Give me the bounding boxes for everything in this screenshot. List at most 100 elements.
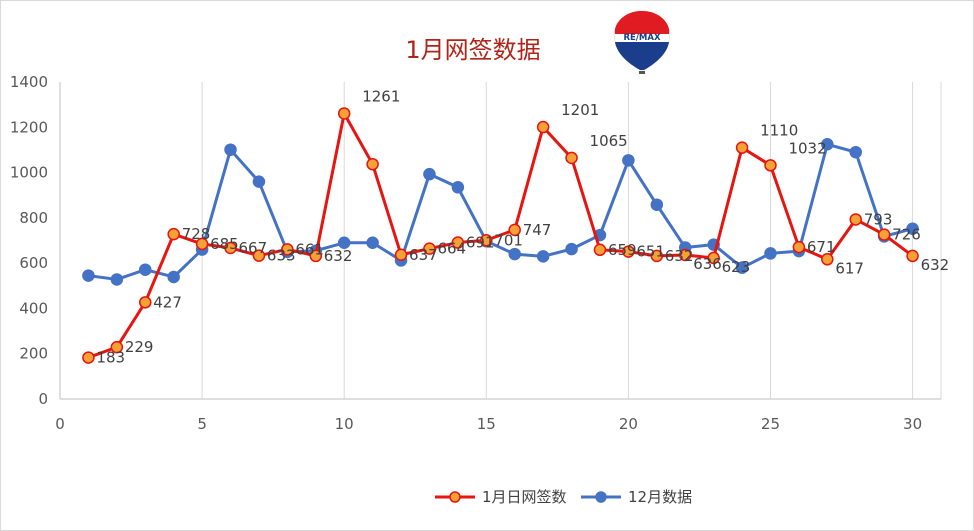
series-1-point [650, 249, 664, 263]
series-1-point [167, 227, 180, 241]
series-2-point [735, 261, 749, 274]
series-1-point [110, 340, 124, 354]
data-label: 632 [324, 247, 353, 265]
data-label: 632 [921, 256, 950, 274]
series-2-point [224, 143, 237, 156]
data-label: 183 [96, 349, 125, 367]
data-label: 1065 [590, 132, 628, 150]
series-1-point [82, 351, 95, 364]
legend-item-series-1[interactable]: 1月日网签数 [435, 488, 567, 506]
series-1-point [593, 243, 607, 257]
series-1-point [764, 159, 777, 172]
data-label: 659 [608, 241, 637, 259]
series-2-point [536, 250, 550, 263]
data-label: 793 [864, 210, 893, 228]
series-1-point [281, 243, 294, 256]
data-label: 701 [494, 231, 523, 249]
data-label: 685 [210, 235, 239, 253]
data-label: 617 [835, 259, 864, 277]
data-label: 651 [636, 243, 665, 261]
series-2-point [423, 167, 436, 181]
series-2-point [167, 270, 180, 284]
series-1-point [423, 242, 436, 255]
x-tick-label: 5 [197, 415, 207, 433]
y-tick-label: 1200 [10, 118, 48, 136]
series-2-point [849, 145, 862, 159]
x-tick-label: 25 [761, 415, 780, 433]
y-tick-label: 200 [19, 345, 48, 363]
legend: 1月日网签数 12月数据 [435, 488, 692, 506]
series-2-point [906, 222, 919, 235]
series-1-point [792, 240, 806, 254]
series-1-point [735, 141, 749, 154]
data-label: 1110 [760, 122, 798, 140]
series-1-point [877, 228, 891, 241]
series-1-point [337, 107, 351, 120]
data-label: 691 [466, 234, 495, 252]
logo-text: RE/MAX [623, 33, 660, 43]
x-tick-label: 15 [477, 415, 496, 433]
data-label: 671 [807, 238, 836, 256]
series-2-point [622, 154, 635, 167]
data-label: 632 [665, 247, 694, 265]
data-label: 667 [239, 239, 268, 257]
x-tick-label: 10 [335, 415, 354, 433]
y-tick-label: 1000 [10, 164, 48, 182]
legend-item-series-2[interactable]: 12月数据 [581, 488, 692, 506]
series-1-point [366, 157, 379, 171]
data-label: 229 [125, 338, 154, 356]
series-1-point [821, 253, 834, 266]
chart-title: 1月网签数据 [405, 36, 540, 64]
series-1-point [707, 251, 720, 265]
series-2-point [337, 236, 351, 250]
y-tick-label: 1400 [10, 73, 48, 91]
data-label: 1261 [362, 87, 400, 105]
series-1-point [622, 245, 635, 258]
series-2-point [139, 263, 152, 276]
legend-label-series-2: 12月数据 [628, 488, 692, 506]
series-2-point [508, 247, 521, 261]
y-tick-label: 800 [19, 209, 48, 227]
series-2-point [110, 273, 124, 286]
data-label: 747 [523, 221, 552, 239]
series-1-point [480, 234, 493, 247]
remax-logo: RE/MAX [614, 10, 670, 74]
series-1-point [678, 248, 692, 262]
data-label: 427 [153, 293, 182, 311]
data-label: 728 [182, 225, 211, 243]
x-tick-label: 20 [619, 415, 638, 433]
series-1-point [508, 223, 521, 237]
data-label: 636 [693, 255, 722, 273]
y-tick-label: 400 [19, 299, 48, 317]
x-tick-label: 0 [55, 415, 65, 433]
series-1-point [139, 296, 152, 309]
series-1-point [252, 249, 266, 262]
series-2-point [565, 242, 578, 256]
data-label: 664 [437, 240, 466, 258]
series-2-point [650, 198, 664, 211]
series-1-point [451, 236, 465, 249]
series-1-point [565, 151, 578, 165]
data-label: 633 [267, 247, 296, 265]
data-label: 1032 [788, 139, 826, 157]
series-2-point [82, 269, 95, 282]
series-1-point [906, 249, 919, 263]
series-2-point [252, 175, 266, 188]
series-line-2 [88, 142, 913, 281]
series-2-point [451, 181, 465, 194]
series-1-point [224, 241, 237, 255]
data-label: 726 [892, 226, 921, 244]
x-tick-label: 30 [903, 415, 922, 433]
data-label: 1201 [561, 101, 599, 119]
series-1-point [849, 213, 862, 226]
data-label: 623 [722, 258, 751, 276]
series-2-point [366, 236, 379, 250]
series-layer [82, 107, 919, 364]
legend-label-series-1: 1月日网签数 [482, 488, 567, 506]
series-2-point [764, 247, 777, 260]
y-tick-label: 600 [19, 254, 48, 272]
series-1-point [394, 248, 408, 262]
